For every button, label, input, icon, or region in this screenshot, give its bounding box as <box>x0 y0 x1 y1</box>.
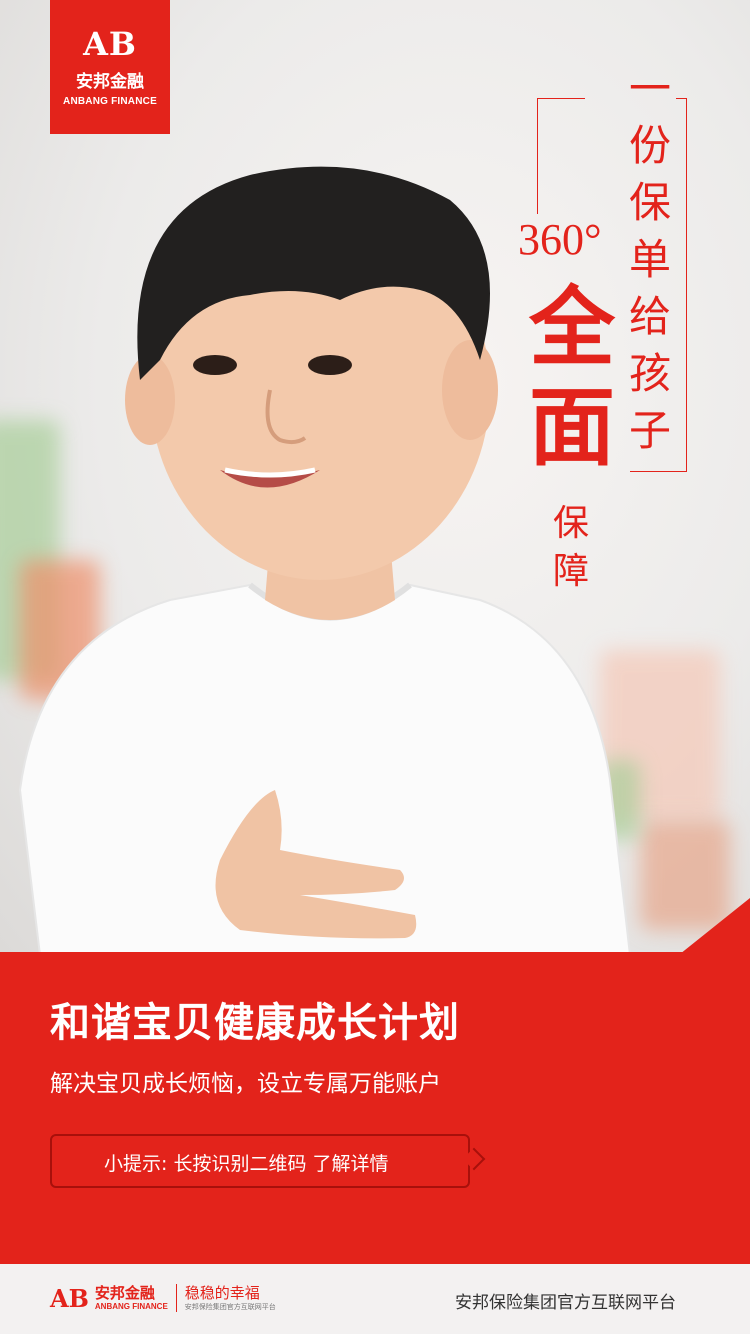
footer-platform-text: 安邦保险集团官方互联网平台 <box>455 1293 676 1313</box>
logo-name-en: ANBANG FINANCE <box>63 96 157 107</box>
slogan-frame <box>676 98 687 99</box>
slogan-small: 保 障 <box>548 500 594 596</box>
slogan-small-char: 障 <box>552 551 589 592</box>
footer-logo: AB 安邦金融 ANBANG FINANCE 稳稳的幸福 安邦保险集团官方互联网… <box>50 1280 276 1316</box>
footer-slogan-cn: 稳稳的幸福 <box>184 1283 260 1302</box>
logo-mark: AB <box>83 25 137 63</box>
slogan-char: 份 <box>628 121 671 170</box>
brand-logo: AB 安邦金融 ANBANG FINANCE <box>50 0 170 134</box>
slogan-vertical: 一 份 保 单 给 孩 子 <box>620 60 680 459</box>
slogan-frame <box>686 98 687 472</box>
footer-divider <box>175 1284 177 1312</box>
slogan-frame <box>630 471 687 472</box>
slogan-char: 单 <box>628 235 671 284</box>
slogan-char: 保 <box>628 178 671 227</box>
hero-photo <box>0 0 750 955</box>
footer <box>0 1264 750 1334</box>
footer-slogan-small: 安邦保险集团官方互联网平台 <box>184 1302 276 1311</box>
footer-logo-mark: AB <box>50 1283 89 1313</box>
logo-name-cn: 安邦金融 <box>76 72 144 92</box>
slogan-char: 孩 <box>628 349 671 398</box>
slogan-small-char: 保 <box>552 503 589 544</box>
slogan-frame <box>537 98 585 99</box>
panel-corner-decoration <box>680 898 750 954</box>
slogan-big-char: 面 <box>529 377 615 478</box>
slogan-degree: 360° <box>518 215 602 264</box>
child-photo <box>18 166 632 955</box>
footer-slogan: 稳稳的幸福 安邦保险集团官方互联网平台 <box>184 1283 276 1312</box>
slogan-char: 一 <box>628 64 671 113</box>
slogan-frame <box>537 98 538 214</box>
plan-title: 和谐宝贝健康成长计划 <box>50 1000 460 1046</box>
slogan-big: 全 面 <box>522 278 622 478</box>
footer-logo-en: ANBANG FINANCE <box>94 1301 168 1311</box>
slogan-char: 子 <box>628 406 671 455</box>
tip-text: 小提示: 长按识别二维码 了解详情 <box>104 1153 389 1175</box>
footer-logo-cn: 安邦金融 <box>94 1283 155 1302</box>
plan-subtitle: 解决宝贝成长烦恼，设立专属万能账户 <box>50 1071 441 1097</box>
info-panel <box>0 952 750 1264</box>
slogan-char: 给 <box>628 292 671 341</box>
slogan-big-char: 全 <box>529 277 615 378</box>
footer-logo-names: 安邦金融 ANBANG FINANCE <box>95 1285 168 1312</box>
